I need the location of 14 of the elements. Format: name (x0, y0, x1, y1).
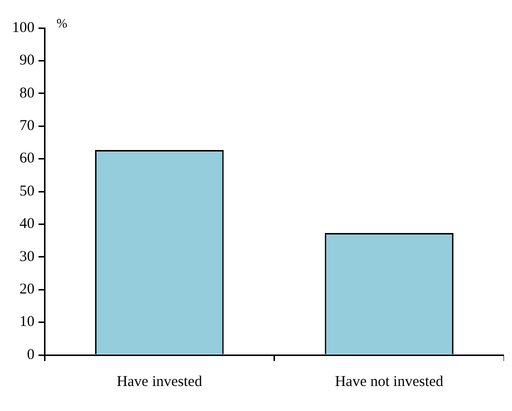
y-axis-title: % (56, 15, 68, 30)
y-tick-label: 100 (12, 20, 34, 36)
y-tick-label: 20 (20, 282, 34, 298)
x-tick-label: Have not invested (334, 374, 444, 390)
y-tick-label: 30 (20, 248, 34, 265)
y-tick-label: 50 (20, 183, 34, 200)
y-tick-label: 70 (20, 118, 34, 134)
x-tick-label: Have invested (116, 374, 203, 390)
y-tick-label: 80 (20, 85, 34, 102)
y-tick-label: 90 (20, 52, 34, 69)
y-tick-label: 40 (20, 216, 34, 232)
y-tick-label: 0 (27, 346, 34, 363)
y-tick-label: 10 (20, 314, 34, 330)
y-tick-label: 60 (20, 150, 34, 167)
